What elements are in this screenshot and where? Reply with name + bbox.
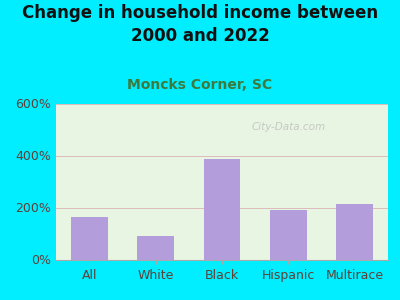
Bar xyxy=(270,210,306,260)
Text: City-Data.com: City-Data.com xyxy=(251,122,326,132)
Bar xyxy=(71,217,108,260)
Bar xyxy=(336,204,373,260)
Text: Change in household income between
2000 and 2022: Change in household income between 2000 … xyxy=(22,4,378,45)
Bar xyxy=(138,236,174,260)
Bar xyxy=(204,159,240,260)
Text: Moncks Corner, SC: Moncks Corner, SC xyxy=(128,78,272,92)
